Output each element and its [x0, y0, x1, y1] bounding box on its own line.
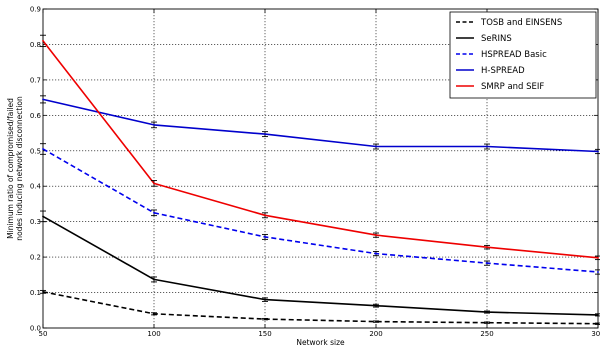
legend-label: TOSB and EINSENS	[480, 18, 562, 28]
data-point	[597, 313, 599, 316]
data-point	[42, 215, 44, 218]
data-point	[42, 40, 44, 42]
data-point	[264, 298, 266, 301]
series-4	[40, 34, 600, 261]
data-point	[264, 133, 266, 136]
y-tick-label: 0.6	[30, 112, 42, 120]
y-tick-label: 0.7	[30, 76, 41, 84]
data-point	[375, 145, 377, 148]
data-point	[597, 256, 599, 259]
series-3	[40, 95, 600, 155]
y-tick-label: 0.3	[30, 218, 41, 226]
x-tick-label: 200	[369, 330, 382, 338]
y-tick-label: 0.0	[30, 325, 41, 333]
data-point	[486, 321, 488, 324]
y-axis-label-line: Minimum ratio of compromised/failed	[6, 98, 15, 239]
data-point	[264, 214, 266, 217]
data-point	[486, 145, 488, 148]
series-line	[42, 148, 599, 273]
y-tick-label: 0.9	[30, 6, 41, 14]
y-tick-label: 0.1	[30, 289, 41, 297]
data-point	[486, 246, 488, 249]
data-point	[486, 262, 488, 265]
data-point	[42, 290, 44, 293]
x-axis-label: Network size	[296, 338, 345, 347]
data-point	[153, 124, 155, 126]
series-line	[42, 215, 599, 316]
data-point	[42, 148, 44, 150]
data-point	[264, 318, 266, 321]
legend-label: H-SPREAD	[481, 66, 525, 76]
x-tick-label: 100	[147, 330, 160, 338]
data-point	[486, 311, 488, 313]
x-tick-label: 50	[39, 330, 48, 338]
y-tick-label: 0.2	[30, 254, 41, 262]
y-tick-label: 0.8	[30, 41, 41, 49]
data-point	[153, 278, 155, 281]
series	[40, 34, 600, 325]
series-2	[40, 143, 600, 275]
data-point	[375, 304, 377, 307]
data-point	[597, 150, 599, 153]
legend-label: SeRINS	[481, 34, 512, 44]
x-tick-label: 250	[480, 330, 493, 338]
y-axis-label-line: nodes inducing network disconnection	[15, 96, 24, 241]
series-0	[40, 289, 600, 325]
legend-box	[449, 11, 597, 99]
data-point	[153, 312, 155, 315]
plot-frame	[42, 8, 599, 329]
y-axis-label: Minimum ratio of compromised/failednodes…	[6, 96, 24, 241]
series-line	[42, 291, 599, 325]
y-tick-label: 0.5	[30, 147, 41, 155]
x-tick-label: 150	[258, 330, 271, 338]
data-point	[264, 236, 266, 238]
series-line	[42, 40, 599, 259]
legend-label: SMRP and SEIF	[481, 82, 544, 92]
y-tick-label: 0.4	[30, 183, 42, 191]
data-point	[153, 211, 155, 214]
legend: TOSB and EINSENS SeRINS HSPREAD Basic H-SPR…	[449, 11, 597, 99]
data-point	[153, 182, 155, 185]
series-line	[42, 98, 599, 153]
data-point	[597, 271, 599, 273]
data-point	[375, 234, 377, 237]
data-point	[375, 252, 377, 255]
data-point	[375, 320, 377, 323]
legend-label: HSPREAD Basic	[481, 50, 547, 60]
data-point	[597, 322, 599, 325]
x-tick-label: 300	[591, 330, 600, 338]
data-point	[42, 98, 44, 101]
series-1	[40, 210, 600, 317]
